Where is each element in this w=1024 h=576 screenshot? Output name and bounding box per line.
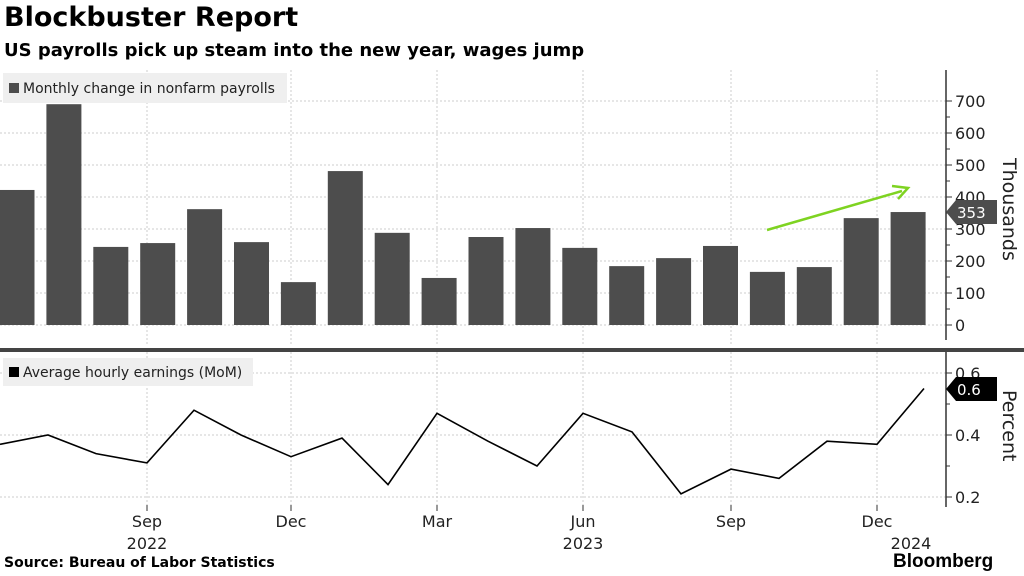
x-tick-label: Sep [132,512,162,531]
arrow-head-icon [891,184,911,200]
x-tick-label: Dec [276,512,307,531]
legend-box-payrolls [3,73,287,103]
y-axis-label-percent: Percent [998,390,1020,462]
chart-subtitle: US payrolls pick up steam into the new y… [4,40,585,61]
bar-apr-2023 [468,237,504,325]
bar-oct-2023 [749,271,785,325]
trend-arrow [766,189,903,232]
bar-jun-2022 [0,189,35,325]
y-tick-label: 0.2 [955,488,980,507]
earnings-line [0,387,925,495]
last-value-tag-payrolls [946,200,997,224]
bar-nov-2023 [796,267,832,325]
x-tick-label: Mar [422,512,453,531]
panel-divider [0,348,1024,352]
source-note: Source: Bureau of Labor Statistics [4,555,275,571]
x-year-label: 2023 [563,534,604,553]
bar-aug-2023 [656,258,692,325]
bar-jul-2023 [609,266,645,325]
bar-feb-2023 [374,232,410,325]
y-tick-label: 0.4 [955,426,980,445]
legend-payrolls: Monthly change in nonfarm payrolls [23,81,275,97]
bar-dec-2023 [843,218,879,325]
bar-may-2023 [515,228,551,325]
bar-sep-2022 [140,243,176,325]
bar-aug-2022 [93,246,129,325]
y-tick-label: 100 [955,284,986,303]
x-tick-label: Sep [716,512,746,531]
last-value-tag-earnings [946,377,997,401]
last-value-earnings: 0.6 [957,381,981,399]
x-year-label: 2022 [127,534,168,553]
bar-oct-2022 [187,209,223,325]
x-year-label: 2024 [891,534,932,553]
bar-nov-2022 [234,242,269,325]
bar-jun-2023 [562,247,598,325]
legend-earnings: Average hourly earnings (MoM) [23,365,242,381]
x-tick-label: Jun [570,512,596,531]
y-tick-label: 300 [955,220,986,239]
y-tick-label: 0 [955,316,965,335]
legend-swatch-payrolls [9,83,19,93]
bar-mar-2023 [421,277,457,325]
bar-jul-2022 [46,104,82,325]
legend-box-earnings [3,358,253,386]
y-tick-label: 200 [955,252,986,271]
bar-jan-2024 [890,212,926,325]
bloomberg-logo: Bloomberg [893,551,994,572]
y-axis-label-thousands: Thousands [998,157,1020,261]
bar-jan-2023 [327,171,363,325]
legend-swatch-earnings [9,367,19,377]
y-tick-label: 700 [955,92,986,111]
y-tick-label: 500 [955,156,986,175]
y-tick-label: 600 [955,124,986,143]
bar-dec-2022 [280,282,316,325]
x-tick-label: Dec [862,512,893,531]
chart-title: Blockbuster Report [4,2,299,33]
last-value-payrolls: 353 [957,204,986,222]
bar-sep-2023 [703,245,738,325]
